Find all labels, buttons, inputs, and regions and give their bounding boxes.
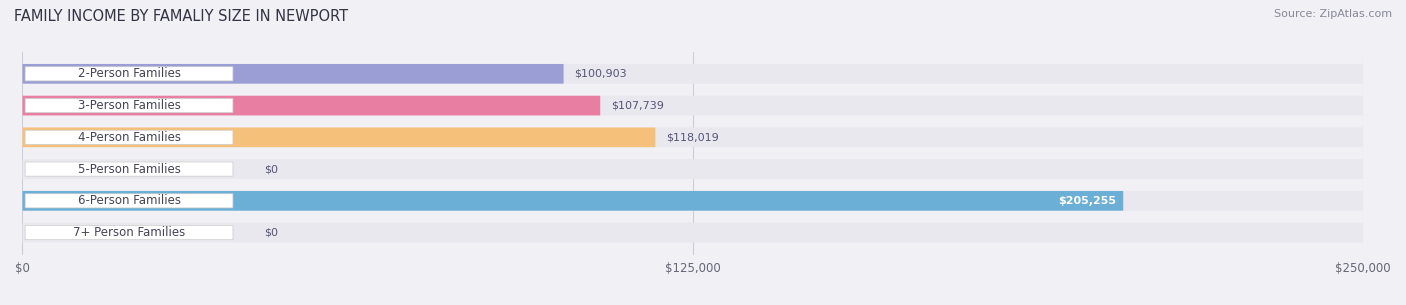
FancyBboxPatch shape [22, 64, 1364, 84]
FancyBboxPatch shape [22, 127, 655, 147]
Text: 6-Person Families: 6-Person Families [77, 194, 180, 207]
Text: FAMILY INCOME BY FAMALIY SIZE IN NEWPORT: FAMILY INCOME BY FAMALIY SIZE IN NEWPORT [14, 9, 349, 24]
FancyBboxPatch shape [25, 162, 233, 176]
FancyBboxPatch shape [22, 223, 1364, 242]
FancyBboxPatch shape [25, 130, 233, 144]
FancyBboxPatch shape [25, 67, 233, 81]
Text: 4-Person Families: 4-Person Families [77, 131, 180, 144]
Text: 5-Person Families: 5-Person Families [77, 163, 180, 176]
FancyBboxPatch shape [22, 191, 1364, 211]
Text: $100,903: $100,903 [574, 69, 627, 79]
Text: $107,739: $107,739 [612, 101, 664, 111]
FancyBboxPatch shape [22, 159, 1364, 179]
FancyBboxPatch shape [25, 99, 233, 113]
FancyBboxPatch shape [22, 96, 1364, 115]
Text: $0: $0 [264, 228, 278, 238]
FancyBboxPatch shape [22, 64, 564, 84]
Text: $118,019: $118,019 [666, 132, 718, 142]
FancyBboxPatch shape [25, 225, 233, 240]
FancyBboxPatch shape [22, 191, 1123, 211]
Text: $0: $0 [264, 164, 278, 174]
FancyBboxPatch shape [22, 96, 600, 115]
Text: 3-Person Families: 3-Person Families [77, 99, 180, 112]
Text: Source: ZipAtlas.com: Source: ZipAtlas.com [1274, 9, 1392, 19]
FancyBboxPatch shape [25, 194, 233, 208]
Text: 2-Person Families: 2-Person Families [77, 67, 180, 80]
Text: $205,255: $205,255 [1059, 196, 1116, 206]
FancyBboxPatch shape [22, 127, 1364, 147]
Text: 7+ Person Families: 7+ Person Families [73, 226, 186, 239]
